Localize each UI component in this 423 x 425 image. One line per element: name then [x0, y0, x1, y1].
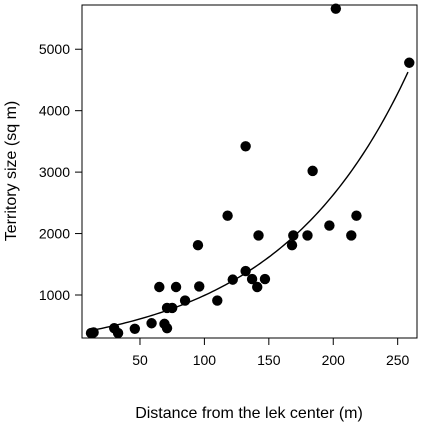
data-points — [85, 3, 415, 339]
data-point — [259, 273, 271, 285]
data-point — [240, 141, 251, 152]
y-axis-label: Territory size (sq m) — [3, 101, 20, 241]
data-point — [146, 318, 157, 329]
data-point — [212, 295, 223, 306]
x-tick-label: 150 — [257, 352, 281, 368]
y-tick-label: 1000 — [39, 287, 70, 303]
y-axis: 1000 2000 3000 4000 5000 — [39, 41, 82, 303]
data-point — [246, 273, 258, 285]
y-tick-label: 2000 — [39, 226, 70, 242]
data-point — [194, 281, 205, 292]
data-point — [240, 265, 251, 277]
data-point — [346, 230, 357, 241]
data-point — [170, 281, 182, 293]
y-tick-label: 3000 — [39, 164, 70, 180]
x-tick-label: 250 — [386, 352, 410, 368]
data-point — [404, 57, 415, 68]
x-axis-label: Distance from the lek center (m) — [135, 405, 363, 422]
fit-curve — [90, 71, 409, 332]
y-tick-label: 4000 — [39, 103, 70, 119]
data-point — [166, 302, 178, 314]
data-point — [286, 240, 298, 251]
x-tick-label: 50 — [132, 352, 148, 368]
plot-frame — [81, 4, 418, 339]
data-point — [129, 323, 141, 334]
data-point — [324, 220, 335, 231]
data-point — [288, 230, 299, 241]
data-point — [307, 165, 318, 177]
data-point — [351, 210, 362, 221]
x-axis: 50 100 150 200 250 — [132, 338, 410, 368]
data-point — [253, 230, 264, 241]
data-point — [302, 230, 313, 241]
y-tick-label: 5000 — [39, 41, 70, 57]
data-point — [330, 3, 342, 14]
data-point — [227, 274, 238, 285]
data-point — [154, 281, 165, 293]
data-point — [161, 322, 173, 334]
data-point — [222, 210, 233, 221]
data-point — [112, 327, 124, 339]
data-point — [192, 240, 204, 251]
data-point — [252, 281, 263, 293]
x-tick-label: 100 — [193, 352, 217, 368]
x-tick-label: 200 — [322, 352, 346, 368]
data-point — [179, 295, 191, 306]
data-point — [88, 327, 99, 338]
